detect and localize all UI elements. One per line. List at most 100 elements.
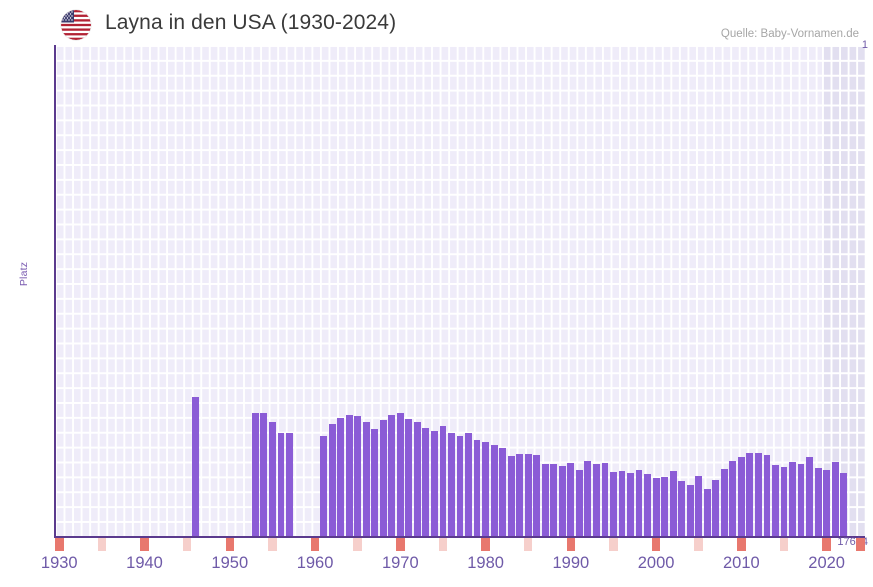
bar-1987[interactable]	[541, 464, 549, 536]
x-tick-1980	[481, 538, 490, 551]
x-tick-1965	[353, 538, 362, 551]
bar-1993[interactable]	[593, 464, 600, 536]
x-tick-1975	[438, 538, 448, 551]
bar-1996[interactable]	[618, 471, 626, 536]
bar-2000[interactable]	[652, 478, 660, 536]
bar-2016[interactable]	[789, 462, 796, 536]
bar-2012[interactable]	[755, 453, 762, 536]
plot-grid	[55, 45, 822, 536]
bar-1979[interactable]	[473, 440, 481, 536]
x-label-2020: 2020	[808, 554, 845, 572]
bar-1988[interactable]	[550, 464, 558, 536]
x-label-2000: 2000	[637, 554, 675, 572]
bar-1946[interactable]	[192, 397, 200, 536]
bar-1976[interactable]	[448, 433, 455, 536]
x-label-1960: 1960	[296, 554, 334, 572]
bar-2004[interactable]	[686, 485, 694, 536]
bar-2003[interactable]	[678, 481, 686, 536]
bar-1956[interactable]	[277, 433, 285, 536]
bar-1994[interactable]	[601, 463, 609, 536]
bar-1977[interactable]	[456, 436, 464, 536]
x-tick-1955	[268, 538, 277, 551]
x-tick-1960	[310, 538, 320, 551]
x-tick-2010	[737, 538, 746, 551]
y-axis-tick-top: 1	[861, 39, 868, 51]
chart-header: Layna in den USA (1930-2024) Quelle: Bab…	[0, 0, 873, 46]
bar-1978[interactable]	[465, 433, 472, 536]
page-title: Layna in den USA (1930-2024)	[105, 11, 397, 34]
bar-2001[interactable]	[661, 477, 669, 536]
x-tick-1990	[566, 538, 576, 551]
bar-1957[interactable]	[286, 433, 293, 536]
bar-2019[interactable]	[814, 468, 822, 536]
bar-1967[interactable]	[371, 429, 379, 536]
bar-1962[interactable]	[328, 424, 336, 536]
x-label-1990: 1990	[552, 554, 590, 572]
bar-2010[interactable]	[737, 457, 745, 536]
bar-2005[interactable]	[695, 476, 703, 536]
bar-1975[interactable]	[439, 426, 447, 536]
bar-2013[interactable]	[763, 455, 771, 536]
bar-1961[interactable]	[320, 436, 327, 536]
x-tick-2020	[822, 538, 831, 551]
bar-2022[interactable]	[840, 473, 848, 536]
bar-1966[interactable]	[362, 422, 370, 536]
bar-1972[interactable]	[413, 422, 421, 536]
x-tick-2000	[651, 538, 661, 551]
bar-1970[interactable]	[396, 413, 404, 536]
bar-1999[interactable]	[644, 474, 651, 536]
x-tick-1950	[225, 538, 235, 551]
bar-1969[interactable]	[388, 415, 396, 536]
bar-2018[interactable]	[806, 457, 813, 536]
bar-1965[interactable]	[354, 416, 362, 536]
bar-1973[interactable]	[422, 428, 430, 536]
bar-1968[interactable]	[379, 420, 387, 536]
bar-1998[interactable]	[635, 470, 643, 536]
x-label-1940: 1940	[126, 554, 163, 572]
x-tick-1985	[523, 538, 533, 551]
x-axis-tick-marks	[55, 538, 865, 551]
bar-1963[interactable]	[337, 418, 345, 536]
bar-1992[interactable]	[584, 461, 592, 536]
bar-1984[interactable]	[516, 454, 524, 536]
bar-1997[interactable]	[627, 473, 634, 536]
bar-1990[interactable]	[567, 463, 575, 536]
bar-1974[interactable]	[431, 431, 438, 536]
bar-2021[interactable]	[831, 462, 839, 536]
x-tick-1970	[396, 538, 405, 551]
bar-2007[interactable]	[712, 480, 720, 536]
bar-2008[interactable]	[720, 469, 728, 536]
bar-2014[interactable]	[772, 465, 779, 536]
bar-1986[interactable]	[533, 455, 541, 536]
bar-2015[interactable]	[780, 467, 788, 536]
bar-2020[interactable]	[823, 470, 831, 536]
bar-1964[interactable]	[345, 415, 353, 536]
bar-2009[interactable]	[729, 461, 737, 536]
x-tick-1935	[97, 538, 107, 551]
bar-2006[interactable]	[703, 489, 711, 536]
source-attribution: Quelle: Baby-Vornamen.de	[720, 28, 859, 40]
x-tick-2015	[779, 538, 789, 551]
x-axis-line	[54, 536, 865, 538]
x-label-1980: 1980	[467, 554, 504, 572]
bar-1995[interactable]	[610, 472, 617, 536]
x-tick-2024	[856, 538, 865, 551]
bar-1982[interactable]	[499, 448, 507, 536]
bar-2011[interactable]	[746, 453, 754, 536]
x-tick-1930	[55, 538, 64, 551]
bar-1980[interactable]	[482, 442, 489, 536]
bar-1971[interactable]	[405, 419, 413, 536]
bar-1985[interactable]	[524, 454, 532, 536]
bar-1983[interactable]	[507, 456, 515, 536]
x-label-1970: 1970	[381, 554, 419, 572]
bar-1953[interactable]	[251, 413, 259, 536]
bar-1955[interactable]	[269, 422, 276, 536]
bar-1991[interactable]	[575, 470, 583, 536]
bar-2017[interactable]	[797, 464, 805, 536]
bar-1954[interactable]	[260, 413, 268, 536]
bar-2002[interactable]	[669, 471, 677, 536]
chart-plot-area	[55, 45, 865, 536]
bar-1989[interactable]	[558, 466, 566, 536]
plot-grid-no-data-band	[822, 45, 865, 536]
bar-1981[interactable]	[490, 445, 498, 536]
